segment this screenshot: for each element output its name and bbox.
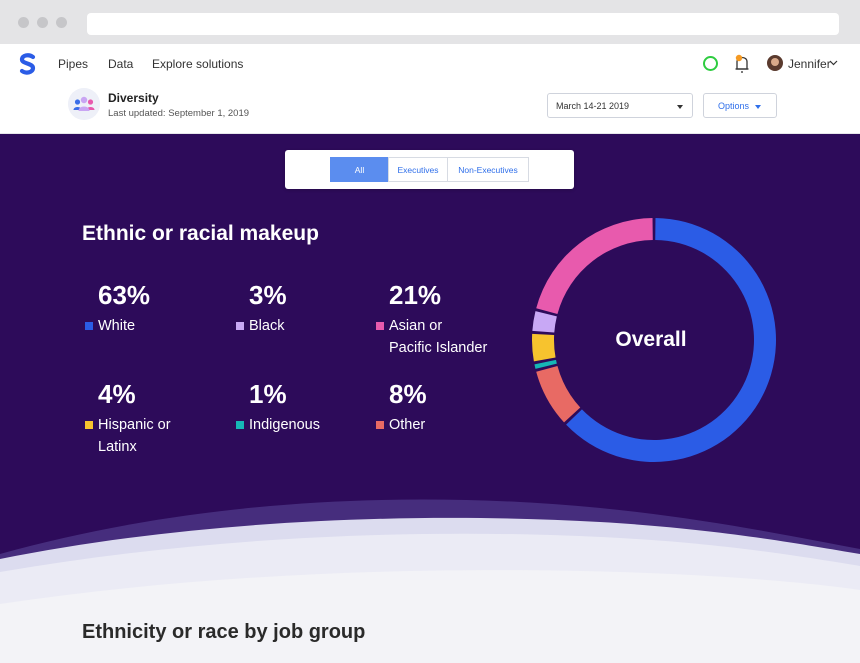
nav-link-pipes[interactable]: Pipes — [58, 57, 89, 71]
job-group-section-title: Ethnicity or race by job group — [82, 621, 366, 643]
stat-label-hispanic: Hispanic or Latinx — [98, 417, 171, 455]
browser-chrome — [0, 0, 860, 44]
date-range-value: March 14-21 2019 — [556, 101, 630, 111]
options-button[interactable]: Options — [703, 93, 777, 118]
legend-swatch-black — [236, 322, 244, 330]
status-indicator-icon[interactable] — [703, 56, 718, 71]
window-close-dot[interactable] — [18, 17, 29, 28]
stat-percent-white: 63% — [98, 280, 151, 310]
donut-slice-hispanic-or-latinx[interactable] — [532, 333, 556, 362]
caret-down-icon — [755, 105, 761, 109]
section-title: Ethnic or racial makeup — [82, 222, 319, 245]
top-nav: Pipes Data Explore solutions Jennifer — [0, 44, 860, 84]
last-updated-text: Last updated: September 1, 2019 — [108, 108, 250, 119]
chevron-down-icon[interactable] — [829, 58, 838, 67]
legend-swatch-other — [376, 421, 384, 429]
filter-tab-non-executives[interactable]: Non-Executives — [447, 157, 529, 182]
user-avatar[interactable] — [767, 55, 783, 71]
window-maximize-dot[interactable] — [56, 17, 67, 28]
stat-percent-black: 3% — [249, 280, 287, 310]
stat-percent-other: 8% — [389, 379, 427, 409]
stat-label-other: Other — [389, 417, 426, 433]
donut-chart — [532, 218, 776, 462]
options-label: Options — [718, 101, 750, 111]
stat-percent-hispanic: 4% — [98, 379, 136, 409]
legend-swatch-white — [85, 322, 93, 330]
stat-label-black: Black — [249, 318, 285, 334]
donut-slice-other[interactable] — [536, 366, 581, 423]
stat-label-indigenous: Indigenous — [249, 417, 320, 433]
wave-background — [0, 499, 860, 663]
nav-link-explore-solutions[interactable]: Explore solutions — [152, 57, 244, 71]
page-title: Diversity — [108, 91, 159, 105]
filter-tabs: All Executives Non-Executives — [285, 150, 574, 189]
donut-slice-indigenous[interactable] — [534, 359, 557, 369]
stat-percent-indigenous: 1% — [249, 379, 287, 409]
donut-slice-asian-or-pacific-islander[interactable] — [536, 218, 653, 314]
page-header: Diversity Last updated: September 1, 201… — [0, 84, 860, 134]
donut-slice-white[interactable] — [566, 218, 776, 462]
filter-tab-executives[interactable]: Executives — [388, 157, 448, 182]
donut-slice-black[interactable] — [532, 311, 557, 333]
date-range-select[interactable]: March 14-21 2019 — [547, 93, 693, 118]
legend-swatch-indigenous — [236, 421, 244, 429]
app-logo-icon[interactable] — [18, 53, 38, 75]
donut-center-label: Overall — [615, 328, 687, 351]
stat-label-asian: Asian or Pacific Islander — [389, 318, 488, 356]
address-bar[interactable] — [87, 13, 839, 35]
people-group-icon — [68, 88, 100, 120]
window-minimize-dot[interactable] — [37, 17, 48, 28]
caret-down-icon — [677, 105, 683, 109]
diversity-overview-section: All Executives Non-Executives Ethnic or … — [0, 134, 860, 663]
legend-swatch-asian — [376, 322, 384, 330]
nav-link-data[interactable]: Data — [108, 57, 134, 71]
legend-swatch-hispanic — [85, 421, 93, 429]
filter-tab-all[interactable]: All — [330, 157, 389, 182]
user-name[interactable]: Jennifer — [788, 57, 831, 71]
notification-bell-icon[interactable] — [733, 54, 751, 74]
stat-label-white: White — [98, 318, 136, 334]
stat-percent-asian: 21% — [389, 280, 442, 310]
